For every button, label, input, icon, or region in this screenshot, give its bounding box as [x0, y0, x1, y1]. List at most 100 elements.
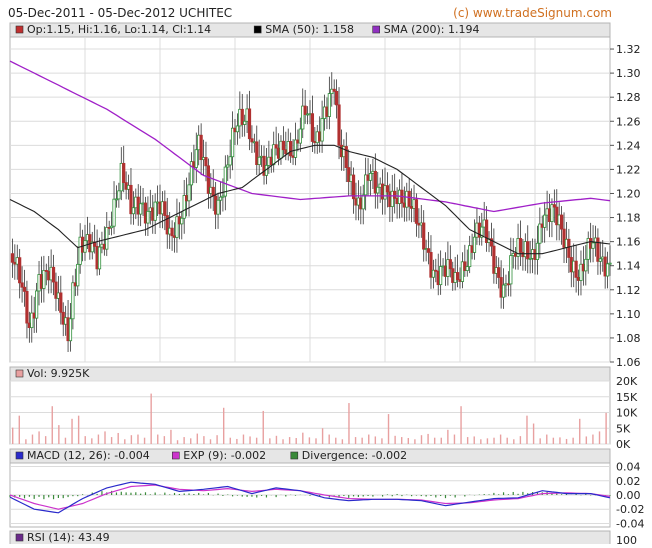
- macd-legend-swatch: [290, 451, 299, 460]
- volume-bar: [236, 438, 238, 444]
- price-candle-body: [274, 144, 278, 149]
- volume-bar: [91, 438, 93, 444]
- volume-bar: [104, 431, 106, 444]
- price-candle-body: [243, 120, 247, 125]
- price-candle-body: [414, 199, 419, 224]
- volume-bar: [440, 437, 442, 444]
- price-candle-body: [550, 204, 554, 222]
- macd-legend-text: Divergence: -0.002: [302, 449, 407, 462]
- price-candle-body: [320, 118, 324, 142]
- price-candle-body: [390, 190, 394, 207]
- price-candle-body: [552, 204, 556, 208]
- volume-bar: [328, 434, 330, 444]
- price-candle-body: [211, 186, 215, 197]
- price-candle-body: [204, 157, 208, 167]
- price-candle-body: [206, 165, 210, 194]
- volume-bar: [249, 436, 251, 444]
- price-candle-body: [194, 149, 198, 168]
- price-candle-body: [301, 105, 305, 130]
- price-legend-swatch: [253, 25, 262, 34]
- volume-bar: [546, 434, 548, 444]
- price-candle-body: [255, 141, 259, 166]
- price-legend-text: Op:1.15, Hi:1.16, Lo:1.14, Cl:1.14: [27, 23, 211, 36]
- price-y-tick-label: 1.24: [616, 139, 641, 152]
- volume-bar: [433, 437, 436, 444]
- price-y-tick-label: 1.12: [616, 284, 641, 297]
- volume-bar: [368, 434, 370, 444]
- price-candle-body: [293, 139, 298, 158]
- price-y-tick-label: 1.18: [616, 212, 641, 225]
- price-y-tick-label: 1.30: [616, 67, 641, 80]
- price-candle-body: [332, 88, 336, 92]
- volume-bar: [282, 439, 284, 444]
- price-candle-body: [492, 245, 496, 274]
- price-candle-body: [117, 190, 121, 200]
- price-candle-body: [543, 214, 547, 228]
- volume-bar: [216, 435, 218, 444]
- price-candle-body: [407, 190, 411, 207]
- price-candle-body: [110, 225, 114, 229]
- volume-bar: [598, 431, 601, 444]
- price-candle-body: [385, 185, 390, 193]
- price-candle-body: [90, 241, 94, 253]
- volume-bar: [157, 434, 159, 444]
- volume-bar: [420, 435, 423, 444]
- copyright-link[interactable]: (c) www.tradeSignum.com: [453, 6, 612, 20]
- price-candle-body: [596, 237, 600, 262]
- volume-bar: [58, 425, 60, 444]
- price-candle-body: [114, 198, 119, 201]
- price-candle-body: [337, 104, 341, 146]
- volume-bar: [130, 435, 133, 444]
- volume-bar: [447, 429, 449, 444]
- price-candle-body: [562, 228, 566, 248]
- price-candle-body: [598, 258, 602, 262]
- volume-y-tick-label: 10K: [616, 407, 638, 420]
- volume-bar: [466, 437, 469, 444]
- macd-y-tick-label: -0.04: [616, 517, 644, 530]
- volume-bar: [262, 410, 264, 444]
- volume-bar: [117, 432, 119, 444]
- volume-bar: [176, 440, 179, 444]
- volume-bar: [315, 438, 317, 444]
- price-candle-body: [608, 262, 612, 265]
- price-candle-body: [170, 227, 174, 237]
- price-candle-body: [480, 226, 484, 238]
- price-candle-body: [230, 127, 235, 158]
- price-candle-body: [347, 167, 351, 182]
- price-candle-body: [76, 263, 80, 287]
- volume-bar: [394, 435, 396, 444]
- price-y-tick-label: 1.06: [616, 356, 641, 369]
- price-candle-body: [199, 134, 203, 161]
- price-candle-body: [175, 216, 179, 238]
- price-candle-body: [165, 215, 169, 235]
- volume-bar: [321, 428, 324, 444]
- volume-bar: [539, 438, 541, 444]
- price-candle-body: [579, 263, 583, 281]
- rsi-y-tick-label: 100: [616, 534, 637, 544]
- price-candle-body: [605, 263, 610, 277]
- price-candle-body: [180, 217, 184, 225]
- price-candle-body: [460, 261, 465, 282]
- price-candle-body: [535, 242, 540, 260]
- price-candle-body: [463, 261, 467, 271]
- volume-legend-swatch: [15, 369, 24, 378]
- volume-bar: [51, 406, 53, 444]
- macd-legend-text: MACD (12, 26): -0.004: [27, 449, 150, 462]
- volume-bar: [124, 439, 126, 444]
- price-candle-body: [247, 108, 252, 140]
- volume-legend-text: Vol: 9.925K: [27, 367, 90, 380]
- volume-bar: [229, 437, 231, 444]
- volume-bar: [361, 437, 363, 444]
- price-candle-body: [298, 128, 302, 144]
- price-candle-body: [235, 125, 240, 133]
- price-candle-body: [51, 266, 56, 283]
- volume-bar: [110, 437, 113, 444]
- volume-bar: [499, 434, 502, 444]
- volume-bar: [71, 418, 73, 444]
- volume-bar: [77, 415, 80, 444]
- price-candle-body: [182, 195, 186, 219]
- price-legend-swatch: [372, 25, 381, 34]
- volume-bar: [519, 436, 522, 444]
